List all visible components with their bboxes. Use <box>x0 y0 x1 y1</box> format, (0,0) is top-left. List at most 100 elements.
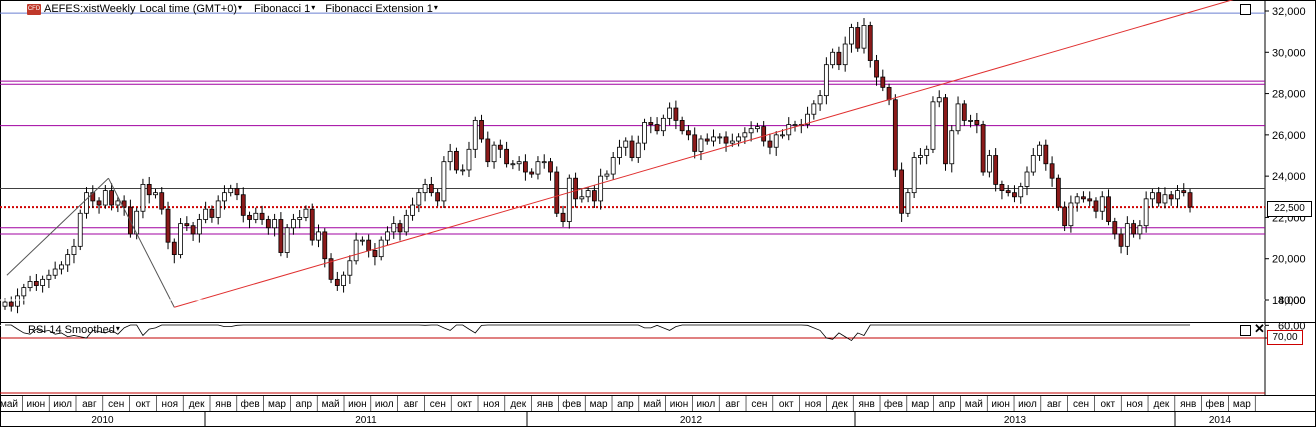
month-label: июн <box>670 399 689 410</box>
candle-body <box>33 281 39 286</box>
candle-body <box>924 148 930 156</box>
candle-body <box>823 64 829 97</box>
study-fibonacci-extension[interactable]: Fibonacci Extension 1 <box>325 3 433 15</box>
candle-body <box>84 192 89 214</box>
month-label: июн <box>348 399 367 410</box>
candle-body <box>805 113 810 125</box>
candle-body <box>598 175 604 202</box>
dropdown-icon[interactable]: ▾ <box>115 324 120 333</box>
candle-body <box>667 107 673 119</box>
candle-body <box>867 25 873 61</box>
candle-body <box>635 142 641 158</box>
month-label: июл <box>696 399 715 410</box>
month-label: сен <box>430 399 446 410</box>
candle-body <box>1156 192 1162 204</box>
price-tick-label: 26,000 <box>1272 130 1306 142</box>
candle-body <box>21 287 27 297</box>
candle-body <box>780 134 785 137</box>
candle-body <box>178 223 183 255</box>
candle-body <box>1081 196 1086 200</box>
candle-body <box>428 183 434 194</box>
candle-body <box>234 188 240 196</box>
candle-body <box>943 97 948 165</box>
candle-body <box>573 177 578 200</box>
candle-body <box>1181 190 1187 194</box>
month-label: июл <box>53 399 72 410</box>
candle-body <box>8 301 14 307</box>
close-rsi-icon[interactable]: ✕ <box>1254 321 1265 336</box>
candle-body <box>347 260 353 276</box>
candle-body <box>993 155 999 185</box>
month-label: май <box>0 399 18 410</box>
candle-body <box>504 148 510 165</box>
candle-body <box>1074 196 1080 204</box>
candle-body <box>209 208 215 218</box>
month-label: июл <box>1018 399 1037 410</box>
candle-body <box>961 103 967 121</box>
candle-body <box>309 208 315 241</box>
candle-body <box>591 190 597 202</box>
maximize-rsi-icon[interactable] <box>1240 325 1251 336</box>
candle-body <box>341 274 346 286</box>
year-label: 2012 <box>680 415 703 426</box>
candle-body <box>77 212 83 247</box>
interval-label[interactable]: Weekly <box>99 3 136 15</box>
maximize-main-icon[interactable] <box>1240 4 1251 15</box>
candle-body <box>698 138 704 152</box>
candle-body <box>1106 196 1111 222</box>
candle-body <box>974 120 980 125</box>
candle-body <box>1124 223 1130 247</box>
candle-body <box>247 214 252 220</box>
candle-body <box>1037 144 1042 156</box>
month-label: окт <box>779 399 794 410</box>
candle-body <box>265 219 271 229</box>
candle-body <box>316 231 321 241</box>
month-label: янв <box>859 399 875 410</box>
candle-body <box>1018 186 1024 198</box>
symbol-label[interactable]: AEFES:xist <box>44 3 100 15</box>
month-label: авг <box>725 399 740 410</box>
month-label: мар <box>911 399 929 410</box>
rsi-line <box>5 324 1191 342</box>
rsi-label[interactable]: RSI 14 Smoothed <box>28 324 115 336</box>
dropdown-icon[interactable]: ▾ <box>238 3 243 12</box>
candle-body <box>585 190 591 198</box>
candle-body <box>1055 177 1061 208</box>
candle-body <box>1005 190 1011 194</box>
fibonacci-line <box>6 177 109 276</box>
dropdown-icon[interactable]: ▾ <box>311 3 316 12</box>
dropdown-icon[interactable]: ▾ <box>433 3 438 12</box>
candle-body <box>165 208 171 243</box>
candle-body <box>836 51 842 66</box>
candle-body <box>422 183 428 194</box>
candle-body <box>171 241 177 255</box>
candle-body <box>71 245 77 255</box>
candle-body <box>623 140 629 148</box>
timezone-label[interactable]: Local time (GMT+0) <box>139 3 238 15</box>
month-label: янв <box>215 399 231 410</box>
month-label: май <box>322 399 340 410</box>
candle-body <box>416 192 422 206</box>
month-label: апр <box>939 399 956 410</box>
candle-body <box>441 161 447 202</box>
candle-body <box>1168 194 1174 200</box>
month-label: дек <box>832 399 848 410</box>
candle-body <box>523 161 528 173</box>
candle-body <box>980 124 986 173</box>
extension-line <box>174 0 1234 308</box>
candle-body <box>880 76 886 88</box>
study-fibonacci[interactable]: Fibonacci 1 <box>254 3 311 15</box>
month-label: сен <box>1073 399 1089 410</box>
candle-body <box>792 124 798 126</box>
month-label: сен <box>108 399 124 410</box>
candle-body <box>59 264 64 270</box>
month-label: мар <box>1233 399 1251 410</box>
candle-body <box>328 258 334 280</box>
candle-body <box>541 161 547 164</box>
candle-body <box>359 239 365 242</box>
candle-body <box>704 138 710 142</box>
year-label: 2014 <box>1209 415 1232 426</box>
candle-body <box>742 132 748 138</box>
